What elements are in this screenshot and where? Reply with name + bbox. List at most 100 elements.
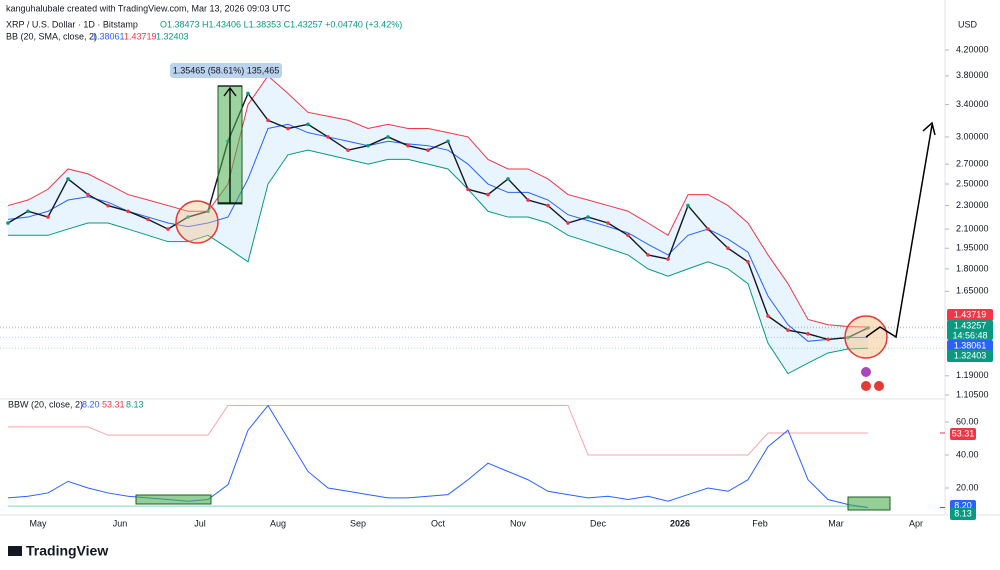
- price-point: [166, 227, 170, 231]
- symbol: XRP / U.S. Dollar · 1D · Bitstamp: [6, 19, 138, 29]
- bb-lower-value: 1.32403: [156, 31, 189, 41]
- plot-layer: 4.20000 3.80000 3.40000 3.00000 2.70000 2.500…: [0, 44, 993, 528]
- x-tick-label: Dec: [590, 518, 607, 528]
- price-point: [626, 233, 630, 238]
- price-point: [126, 209, 130, 214]
- bb-lower: [8, 149, 869, 375]
- y-tick-label: 2.70000: [956, 159, 989, 169]
- price-line: [7, 92, 869, 341]
- x-tick-label: Aug: [270, 518, 286, 528]
- price-tag: [947, 320, 993, 340]
- price-point: [206, 209, 210, 214]
- price-point: [406, 143, 410, 148]
- projection-arrow: [865, 121, 936, 339]
- price-point: [306, 122, 310, 127]
- ohlc: O1.38473 H1.43406 L1.38353 C1.43257 +0.0…: [160, 19, 402, 29]
- bbw-highest-value: 53.31: [102, 399, 125, 409]
- price-point: [746, 260, 750, 264]
- price-point: [266, 118, 270, 123]
- price-point: [46, 215, 50, 219]
- y-tick-label: 2.30000: [956, 200, 989, 210]
- bb-basis: [7, 123, 869, 342]
- price-point: [726, 246, 730, 251]
- bbw-tag-label: 53.31: [952, 428, 975, 438]
- price-point: [666, 257, 670, 261]
- price-point: [766, 314, 770, 318]
- price-point: [146, 217, 150, 222]
- price-point: [86, 192, 90, 197]
- price-point: [826, 337, 830, 342]
- author-line: kanguhalubale created with TradingView.c…: [6, 3, 291, 13]
- x-tick-label: May: [29, 518, 47, 528]
- price-point: [706, 227, 710, 231]
- bb-name: BB (20, SMA, close, 2): [6, 31, 97, 41]
- y-tick-label: 2.10000: [956, 223, 989, 233]
- price-point: [286, 126, 290, 131]
- price-point: [246, 91, 250, 96]
- price-point: [786, 328, 790, 332]
- price-point: [586, 215, 590, 219]
- bb-upper-value: 1.43719: [124, 31, 157, 41]
- x-tick-label: Mar: [828, 518, 844, 528]
- measure-label: 1.35465 (58.61%) 135,465: [173, 65, 280, 75]
- event-icon: [861, 367, 871, 377]
- price-point: [686, 203, 690, 208]
- y-tick-label: 3.40000: [956, 99, 989, 109]
- price-tag-label: 1.43257: [954, 320, 987, 330]
- brand: TradingView: [26, 543, 108, 559]
- bbw-value: 8.20: [82, 399, 100, 409]
- price-tag-label: 1.43719: [954, 309, 987, 319]
- price-point: [446, 139, 450, 144]
- price-point: [326, 135, 330, 139]
- price-point: [526, 198, 530, 202]
- price-tag: [947, 309, 993, 321]
- event-icon: [874, 381, 884, 391]
- bbw-tag-label: 8.13: [954, 508, 972, 518]
- x-tick-label: Sep: [350, 518, 366, 528]
- y-tick-label: 1.95000: [956, 243, 989, 253]
- y-tick-label: 1.19000: [956, 370, 989, 380]
- price-point: [606, 221, 610, 225]
- brand-logo: [8, 546, 22, 556]
- price-point: [506, 177, 510, 181]
- y-tick-label: 20.00: [956, 482, 979, 492]
- event-icon: [861, 381, 871, 391]
- price-point: [186, 215, 190, 219]
- price-tag-label: 1.32403: [954, 350, 987, 360]
- price-tag: [947, 350, 993, 362]
- price-point: [66, 177, 70, 181]
- x-tick-label: Apr: [909, 518, 923, 528]
- bbw-tag: [950, 508, 976, 520]
- measure-label-box: [170, 63, 282, 78]
- bbw-tag: [950, 428, 976, 440]
- y-tick-label: 40.00: [956, 449, 979, 459]
- price-point: [6, 221, 10, 225]
- bbw-tag-label: 8.20: [954, 500, 972, 510]
- bb-basis-value: 1.38061: [92, 31, 125, 41]
- x-tick-label: Jun: [113, 518, 128, 528]
- price-point: [346, 148, 350, 152]
- bbw-lowest-value: 8.13: [126, 399, 144, 409]
- bbw-lowest: [8, 505, 869, 509]
- x-tick-label: Jul: [194, 518, 206, 528]
- measure-arrow: [218, 85, 242, 204]
- price-point: [386, 135, 390, 139]
- squeeze-box: [135, 494, 212, 505]
- price-point: [466, 187, 470, 192]
- price-tag: [947, 340, 993, 352]
- y-tick-label: 60.00: [956, 416, 979, 426]
- price-point: [646, 253, 650, 257]
- price-point: [26, 209, 30, 214]
- x-tick-label: Nov: [510, 518, 527, 528]
- x-tick-label: 2026: [670, 518, 690, 528]
- y-tick-label: 1.10500: [956, 389, 989, 399]
- price-point: [566, 221, 570, 225]
- x-tick-label: Oct: [431, 518, 446, 528]
- bb-upper: [7, 75, 869, 328]
- y-tick-label: 4.20000: [956, 44, 989, 54]
- bbw-name: BBW (20, close, 2): [8, 399, 83, 409]
- currency: USD: [958, 19, 978, 29]
